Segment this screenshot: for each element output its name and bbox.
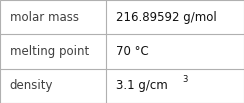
Text: density: density xyxy=(10,79,53,92)
Text: melting point: melting point xyxy=(10,45,89,58)
Text: 3: 3 xyxy=(183,75,188,84)
Text: 3.1 g/cm: 3.1 g/cm xyxy=(116,79,168,92)
Text: molar mass: molar mass xyxy=(10,11,79,24)
Text: 216.89592 g/mol: 216.89592 g/mol xyxy=(116,11,217,24)
Text: 70 °C: 70 °C xyxy=(116,45,149,58)
